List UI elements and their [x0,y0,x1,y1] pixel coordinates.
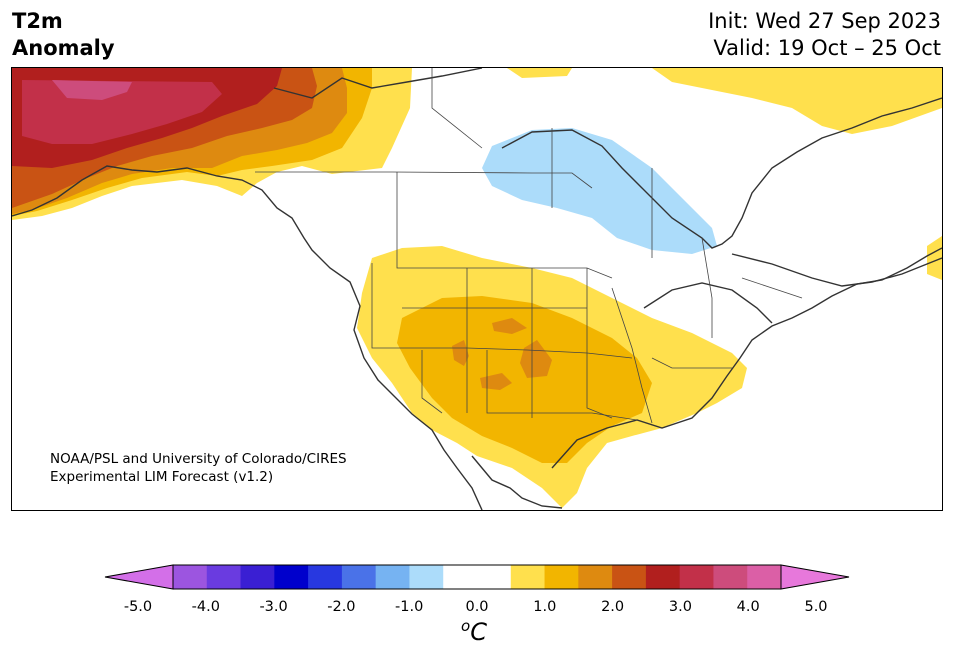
colorbar-cell [443,565,478,589]
title-variable: T2m [12,9,63,33]
great-lakes-cool-anomaly [482,128,717,254]
colorbar-tick-label: -3.0 [259,599,288,615]
colorbar-tick-label: -4.0 [191,599,220,615]
colorbar-cell [544,565,579,589]
colorbar-cell [578,565,613,589]
map-canvas [12,68,942,510]
unit-letter: C [470,618,487,646]
colorbar-cell [240,565,275,589]
southwest-contour-2-0-c [520,340,552,378]
labrador-1-0 [927,236,942,280]
anomaly-map: NOAA/PSL and University of Colorado/CIRE… [11,67,943,511]
alaska-contour-4-0 [52,80,132,100]
colorbar-cell [612,565,647,589]
init-date: Init: Wed 27 Sep 2023 [708,9,941,33]
credit-line-1: NOAA/PSL and University of Colorado/CIRE… [50,451,347,467]
colorbar-tick-label: 1.0 [533,599,557,615]
title-subtitle: Anomaly [12,36,115,60]
southwest-anomaly [357,246,747,508]
arctic-islands-1-0 [507,68,572,78]
baffin-1-0 [652,68,942,134]
colorbar [104,564,850,590]
colorbar-cell [206,565,242,589]
colorbar-cell [341,565,377,589]
colorbar-tick-label: -2.0 [327,599,356,615]
unit-superscript: o [461,617,471,635]
colorbar-cell [308,565,343,589]
colorbar-cell [510,565,546,589]
colorbar-cell [409,565,444,589]
colorbar-cell [747,565,782,589]
colorbar-cell [375,565,410,589]
data-credit: NOAA/PSL and University of Colorado/CIRE… [50,450,347,486]
credit-line-2: Experimental LIM Forecast (v1.2) [50,469,274,485]
southwest-contour-2-0-a [492,318,527,334]
colorbar-tick-label: 4.0 [736,599,760,615]
colorbar-tick-label: -1.0 [395,599,424,615]
colorbar-tick-label: 5.0 [804,599,828,615]
colorbar-cells [172,564,782,590]
southwest-contour-1-5 [397,296,652,463]
unit-label: oC [461,617,487,646]
colorbar-tick-label: -5.0 [123,599,153,615]
colorbar-cell [477,565,512,589]
political-borders [255,68,803,424]
colorbar-cell [713,565,748,589]
valid-dates: Valid: 19 Oct – 25 Oct [713,36,941,60]
alaska-anomaly [12,68,412,220]
colorbar-tick-label: 0.0 [465,599,489,615]
colorbar-over-arrow [780,564,850,590]
southwest-contour-2-0-d [480,373,512,390]
colorbar-tick-label: 2.0 [601,599,625,615]
colorbar-cell [173,565,208,589]
arctic-anomaly [507,68,942,280]
map-title: T2m Anomaly [12,8,115,62]
colorbar-cell [645,565,681,589]
colorbar-under-arrow [104,564,174,590]
colorbar-cell [274,565,309,589]
colorbar-tick-label: 3.0 [668,599,692,615]
forecast-dates: Init: Wed 27 Sep 2023 Valid: 19 Oct – 25… [708,8,941,62]
southwest-contour-2-0-b [452,340,469,366]
colorbar-cell [679,565,714,589]
